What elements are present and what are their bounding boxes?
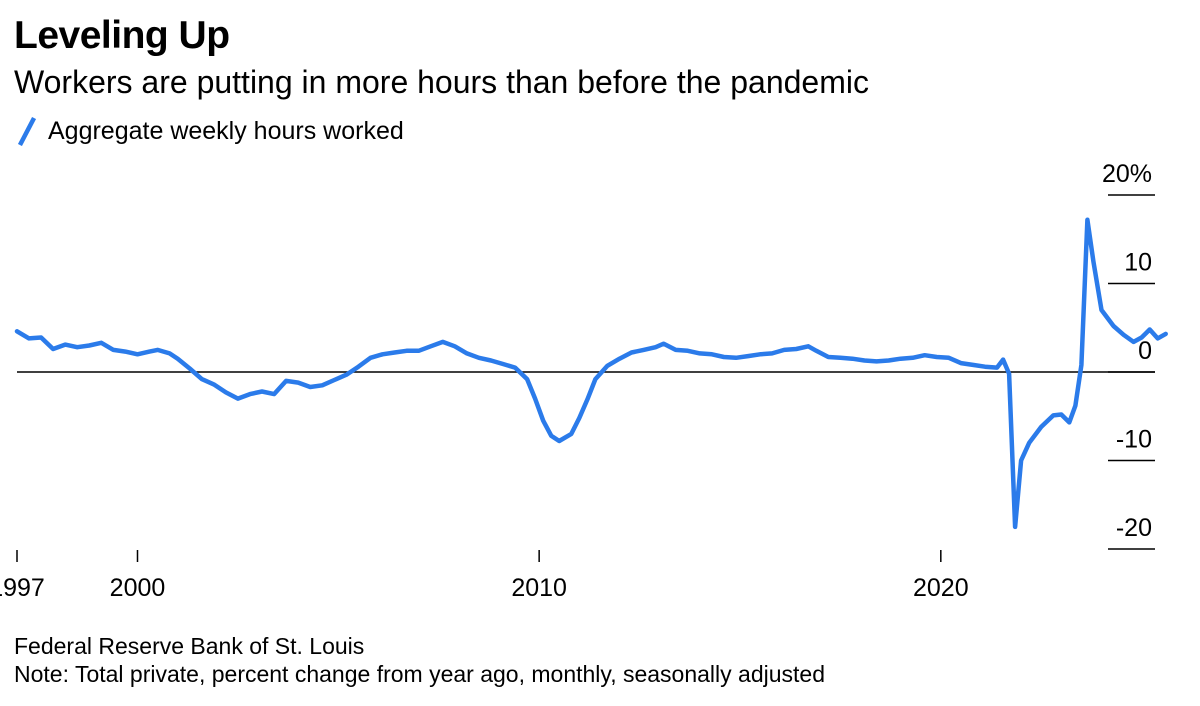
x-tick-label: 2020 (913, 574, 969, 602)
legend-label: Aggregate weekly hours worked (48, 116, 404, 145)
series-line-aggregate-weekly-hours (14, 217, 1168, 530)
x-tick-label: 1997 (0, 574, 45, 602)
y-tick-label: 10 (1124, 249, 1152, 277)
legend: Aggregate weekly hours worked (18, 114, 404, 148)
chart-title: Leveling Up (14, 14, 230, 57)
legend-swatch-line-icon (18, 116, 36, 146)
source-text: Federal Reserve Bank of St. Louis (14, 633, 365, 659)
y-tick-label: -20 (1116, 514, 1152, 542)
x-tick-label: 2000 (110, 574, 166, 602)
chart-subtitle: Workers are putting in more hours than b… (14, 64, 869, 100)
footer: Federal Reserve Bank of St. Louis Note: … (14, 632, 825, 688)
note-text: Note: Total private, percent change from… (14, 661, 825, 687)
y-tick-label: 20% (1102, 160, 1152, 188)
y-tick-label: -10 (1116, 426, 1152, 454)
y-tick-label: 0 (1138, 337, 1152, 365)
x-tick-label: 2010 (511, 574, 567, 602)
